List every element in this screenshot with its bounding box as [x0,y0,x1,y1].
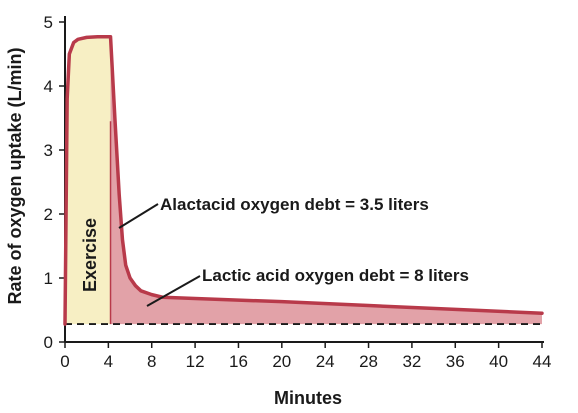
alactacid-debt-annotation: Alactacid oxygen debt = 3.5 liters [160,195,429,214]
x-tick-label: 32 [402,352,421,371]
y-tick-label: 2 [44,205,53,224]
x-tick-label: 40 [489,352,508,371]
x-tick-label: 20 [272,352,291,371]
x-tick-label: 8 [147,352,156,371]
x-tick-label: 0 [60,352,69,371]
x-tick-label: 24 [316,352,335,371]
curve-layer [63,34,544,326]
y-tick-label: 1 [44,269,53,288]
x-tick-label: 12 [186,352,205,371]
exercise-label: Exercise [80,218,100,292]
x-tick-label: 44 [533,352,552,371]
alactacid-leader-line [118,203,159,229]
x-tick-label: 28 [359,352,378,371]
x-axis-title: Minutes [274,388,342,408]
y-axis-title: Rate of oxygen uptake (L/min) [5,47,25,304]
lactic-acid-debt-annotation: Lactic acid oxygen debt = 8 liters [202,266,469,285]
labels: Rate of oxygen uptake (L/min) Minutes Ex… [5,47,469,408]
y-tick-label: 4 [44,77,53,96]
x-tick-label: 16 [229,352,248,371]
y-tick-label: 0 [44,333,53,352]
x-tick-label: 4 [104,352,113,371]
y-tick-label: 5 [44,13,53,32]
y-tick-label: 3 [44,141,53,160]
lactic-leader-line [146,275,201,307]
oxygen-uptake-curve [63,34,544,326]
exercise-area [65,36,111,325]
x-tick-label: 36 [446,352,465,371]
